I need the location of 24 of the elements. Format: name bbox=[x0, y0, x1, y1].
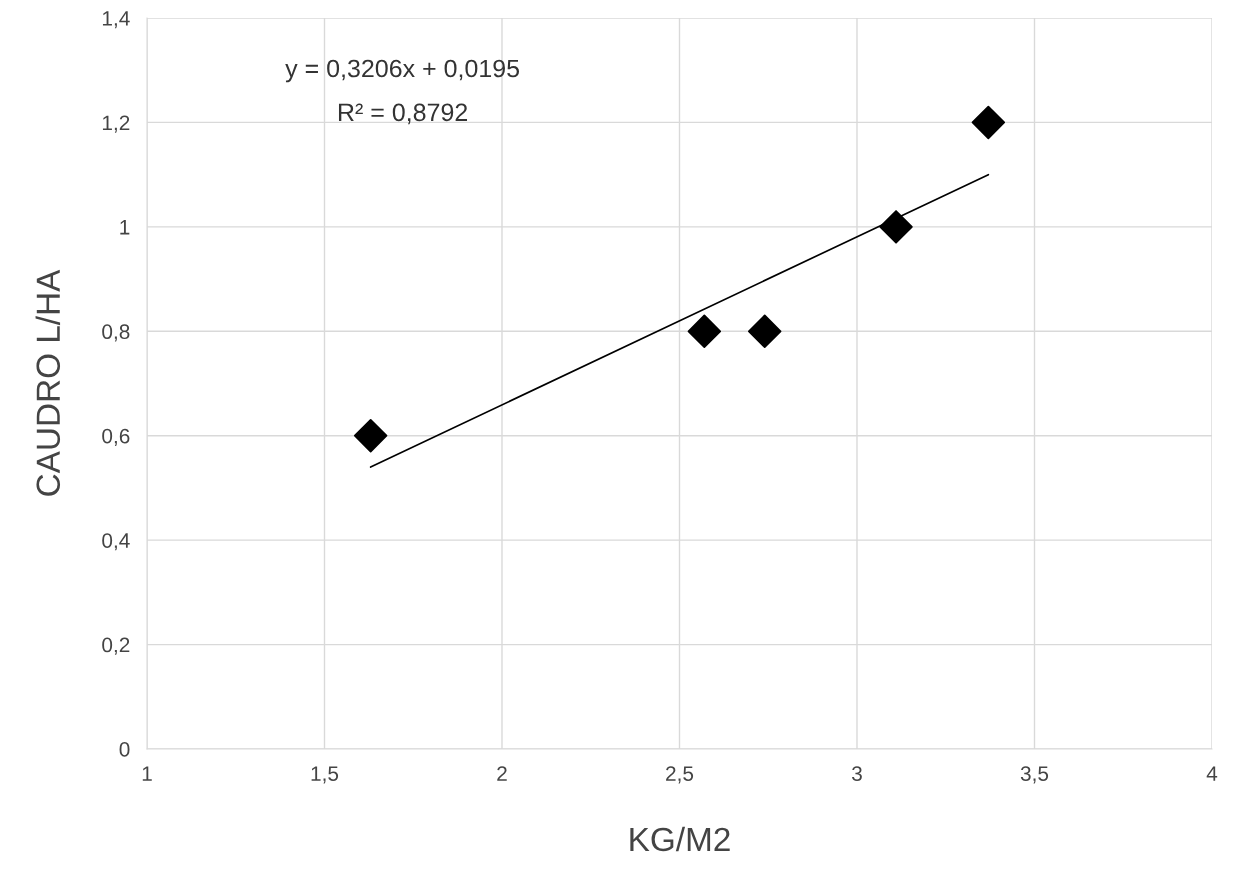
x-tick-label: 1,5 bbox=[311, 766, 339, 784]
x-tick-label: 2,5 bbox=[666, 766, 694, 784]
x-tick-label: 4 bbox=[1206, 766, 1218, 781]
x-axis-title: KG/M2 bbox=[630, 826, 730, 852]
point bbox=[747, 314, 782, 349]
y-tick-label: 0,4 bbox=[102, 533, 130, 551]
point bbox=[879, 210, 913, 244]
point bbox=[687, 314, 722, 349]
x-tick-label: 2 bbox=[497, 766, 507, 781]
annotation: y = 0,3206x + 0,0195 bbox=[285, 59, 520, 83]
y-tick-label: 1,4 bbox=[102, 11, 130, 29]
point bbox=[353, 418, 388, 453]
x-tick-label: 3 bbox=[852, 766, 862, 781]
x-tick-label: 3,5 bbox=[1020, 766, 1049, 784]
y-tick-label: 1 bbox=[120, 220, 130, 235]
y-axis-title: CAUDRO L/HA bbox=[35, 269, 61, 496]
x-tick-label: 1 bbox=[142, 766, 152, 781]
y-tick-label: 0,6 bbox=[102, 428, 130, 446]
y-tick-label: 0,2 bbox=[102, 637, 130, 655]
y-tick-label: 1,2 bbox=[102, 115, 130, 133]
point bbox=[971, 105, 1006, 140]
annotation: R² = 0,8792 bbox=[338, 103, 468, 125]
y-tick-label: 0,8 bbox=[102, 324, 130, 342]
y-tick-label: 0 bbox=[119, 742, 130, 757]
